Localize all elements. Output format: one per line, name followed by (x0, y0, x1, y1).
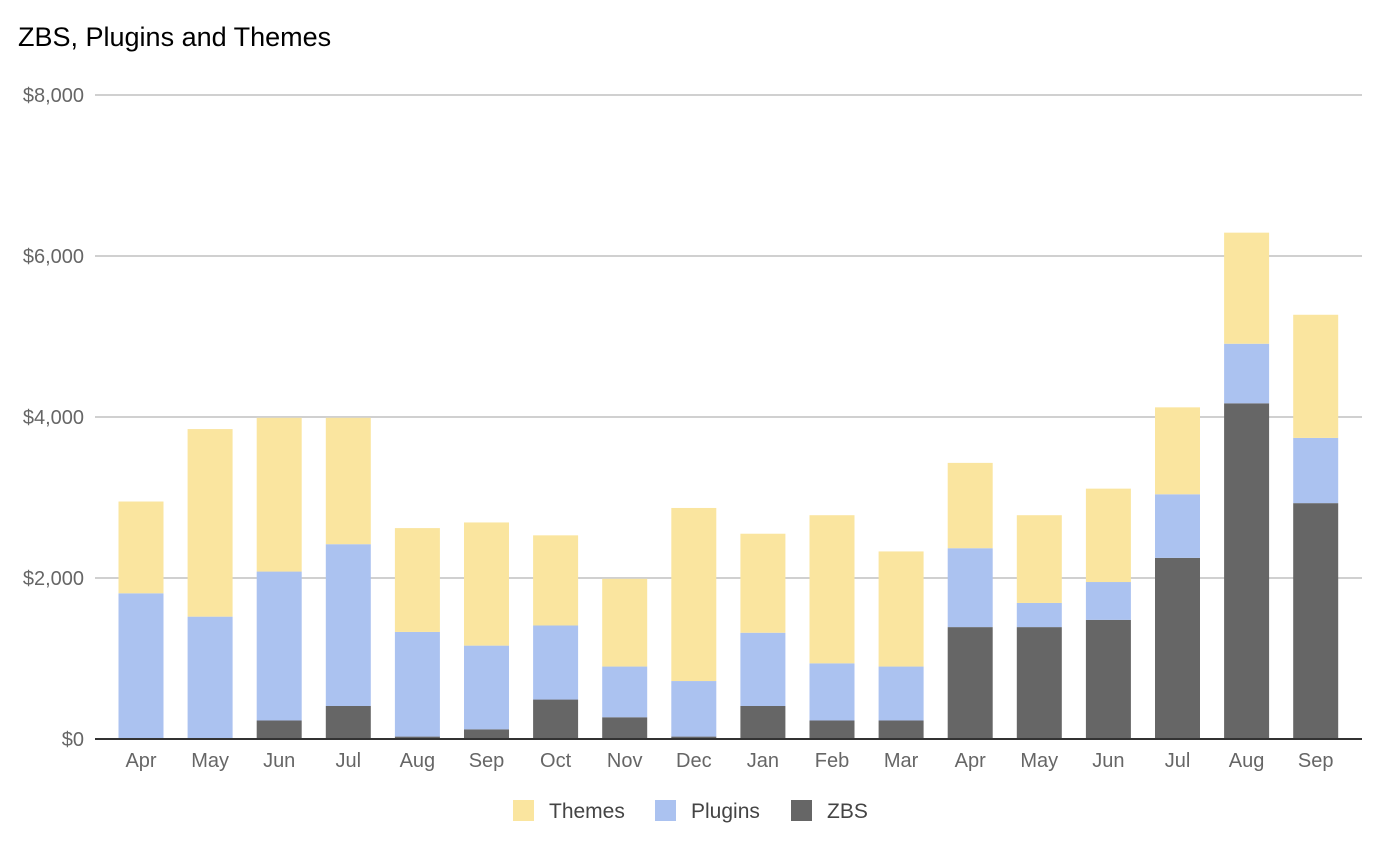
bar-plugins-2 (256, 571, 302, 721)
x-tick-label: May (191, 750, 229, 772)
bar-zbs-8 (671, 736, 717, 739)
bar-themes-2 (256, 417, 302, 572)
bar-zbs-3 (325, 705, 371, 739)
bar-zbs-16 (1224, 403, 1270, 739)
y-axis-tick-labels: $0 $2,000 $4,000 $6,000 $8,000 (23, 85, 84, 751)
x-tick-label: Apr (955, 750, 986, 772)
bar-themes-10 (809, 515, 855, 664)
x-tick-label: Dec (676, 750, 712, 772)
bar-themes-16 (1224, 232, 1270, 344)
y-tick-label: $0 (62, 729, 84, 751)
bar-zbs-13 (1016, 627, 1062, 739)
bar-zbs-9 (740, 705, 786, 739)
bar-zbs-11 (878, 720, 924, 739)
x-tick-label: Sep (469, 750, 505, 772)
bar-plugins-8 (671, 681, 717, 737)
bar-zbs-12 (947, 627, 993, 739)
x-tick-label: Mar (884, 750, 919, 772)
x-tick-label: May (1020, 750, 1058, 772)
bar-plugins-17 (1293, 437, 1339, 504)
x-tick-label: Sep (1298, 750, 1334, 772)
y-tick-label: $4,000 (23, 407, 84, 429)
bar-plugins-7 (602, 666, 648, 718)
bar-plugins-10 (809, 663, 855, 721)
x-tick-label: Jul (336, 750, 362, 772)
bar-themes-3 (325, 417, 371, 545)
x-tick-label: Oct (540, 750, 572, 772)
legend-swatch (655, 800, 676, 821)
gridlines (95, 94, 1362, 579)
bar-themes-1 (187, 429, 233, 617)
bar-plugins-5 (464, 645, 509, 730)
bar-themes-7 (602, 578, 648, 667)
bar-plugins-11 (878, 666, 924, 721)
bar-themes-13 (1016, 515, 1062, 603)
bar-themes-12 (947, 462, 993, 549)
bar-zbs-14 (1085, 619, 1131, 739)
chart-title: ZBS, Plugins and Themes (18, 22, 332, 52)
bar-themes-0 (118, 501, 164, 594)
bar-plugins-14 (1085, 582, 1131, 620)
bar-plugins-9 (740, 632, 786, 706)
x-tick-label: Aug (400, 750, 436, 772)
bar-themes-11 (878, 551, 924, 667)
legend-label: Themes (549, 800, 625, 823)
y-tick-label: $2,000 (23, 568, 84, 590)
y-tick-label: $6,000 (23, 246, 84, 268)
bar-plugins-0 (118, 593, 164, 739)
x-tick-label: Jun (1092, 750, 1124, 772)
bar-zbs-4 (394, 736, 440, 739)
bar-themes-4 (394, 528, 440, 632)
x-tick-label: Jul (1165, 750, 1191, 772)
bar-zbs-7 (602, 717, 648, 739)
bar-plugins-6 (533, 625, 579, 700)
legend-label: ZBS (827, 800, 868, 823)
x-tick-label: Nov (607, 750, 643, 772)
legend: Themes Plugins ZBS (513, 800, 868, 823)
bar-themes-8 (671, 507, 717, 682)
x-tick-label: Feb (815, 750, 849, 772)
legend-swatch (791, 800, 812, 821)
bars (118, 232, 1339, 739)
bar-zbs-10 (809, 720, 855, 739)
x-tick-label: Jun (263, 750, 295, 772)
bar-plugins-13 (1016, 602, 1062, 628)
bar-zbs-17 (1293, 503, 1339, 739)
legend-item-themes: Themes (513, 800, 625, 823)
x-tick-label: Apr (125, 750, 156, 772)
bar-themes-6 (533, 535, 579, 626)
x-tick-label: Jan (747, 750, 779, 772)
x-tick-label: Aug (1229, 750, 1265, 772)
legend-swatch (513, 800, 534, 821)
bar-plugins-16 (1224, 343, 1270, 404)
y-tick-label: $8,000 (23, 85, 84, 107)
bar-plugins-1 (187, 616, 233, 739)
bar-zbs-6 (533, 699, 579, 739)
legend-item-zbs: ZBS (791, 800, 868, 823)
legend-label: Plugins (691, 800, 760, 823)
bar-zbs-5 (464, 729, 509, 739)
bar-plugins-15 (1155, 494, 1200, 558)
bar-themes-15 (1155, 407, 1200, 495)
bar-plugins-3 (325, 544, 371, 706)
bar-plugins-12 (947, 548, 993, 628)
bar-zbs-15 (1155, 557, 1200, 739)
bar-plugins-4 (394, 631, 440, 737)
bar-themes-9 (740, 533, 786, 633)
bar-themes-14 (1085, 488, 1131, 583)
legend-item-plugins: Plugins (655, 800, 760, 823)
bar-zbs-2 (256, 720, 302, 739)
bar-themes-5 (464, 522, 509, 646)
bar-themes-17 (1293, 314, 1339, 438)
x-axis-tick-labels: Apr May Jun Jul Aug Sep Oct Nov Dec Jan Feb Mar Apr M… (125, 750, 1333, 772)
